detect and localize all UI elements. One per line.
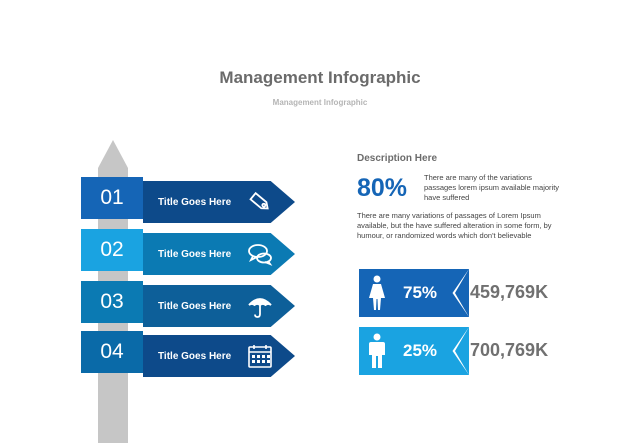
sign-4-number: 04 bbox=[100, 340, 124, 363]
price-tag-icon bbox=[246, 188, 274, 216]
sign-4-label: Title Goes Here bbox=[158, 350, 232, 362]
sign-3-arrow: Title Goes Here bbox=[143, 285, 295, 327]
stat-1-chevron bbox=[455, 269, 469, 317]
sign-1-number: 01 bbox=[100, 186, 124, 209]
description-heading: Description Here bbox=[357, 153, 438, 164]
page-subtitle: Management Infographic bbox=[272, 98, 368, 107]
sign-2-label: Title Goes Here bbox=[158, 248, 232, 260]
description-short-text: There are many of the variations passage… bbox=[424, 173, 560, 202]
sign-4-arrow: Title Goes Here bbox=[143, 335, 295, 377]
stat-2-flag: 25% bbox=[359, 327, 469, 375]
sign-2-arrow: Title Goes Here bbox=[143, 233, 295, 275]
male-icon bbox=[365, 333, 389, 369]
sign-3-label: Title Goes Here bbox=[158, 300, 232, 312]
stat-1-percent: 75% bbox=[403, 283, 438, 302]
sign-3-number: 03 bbox=[100, 290, 124, 313]
speech-bubbles-icon bbox=[246, 240, 274, 268]
sign-1-number-box: 01 bbox=[81, 177, 143, 219]
signpost-pole-tip bbox=[98, 140, 128, 168]
sign-3-number-box: 03 bbox=[81, 281, 143, 323]
sign-1-label: Title Goes Here bbox=[158, 196, 232, 208]
stat-1-value: 459,769K bbox=[470, 282, 549, 302]
sign-2-number: 02 bbox=[100, 238, 124, 261]
sign-4-number-box: 04 bbox=[81, 331, 143, 373]
page-title: Management Infographic bbox=[219, 68, 421, 87]
stat-2-value: 700,769K bbox=[470, 340, 549, 360]
umbrella-icon bbox=[246, 292, 274, 320]
description-percent: 80% bbox=[357, 174, 408, 202]
calendar-icon bbox=[246, 342, 274, 370]
stat-2-percent: 25% bbox=[403, 341, 438, 360]
stat-2-chevron bbox=[455, 327, 469, 375]
description-paragraph: There are many variations of passages of… bbox=[357, 211, 552, 240]
sign-2-number-box: 02 bbox=[81, 229, 143, 271]
stat-1-flag: 75% bbox=[359, 269, 469, 317]
sign-1-arrow: Title Goes Here bbox=[143, 181, 295, 223]
female-icon bbox=[365, 275, 389, 311]
